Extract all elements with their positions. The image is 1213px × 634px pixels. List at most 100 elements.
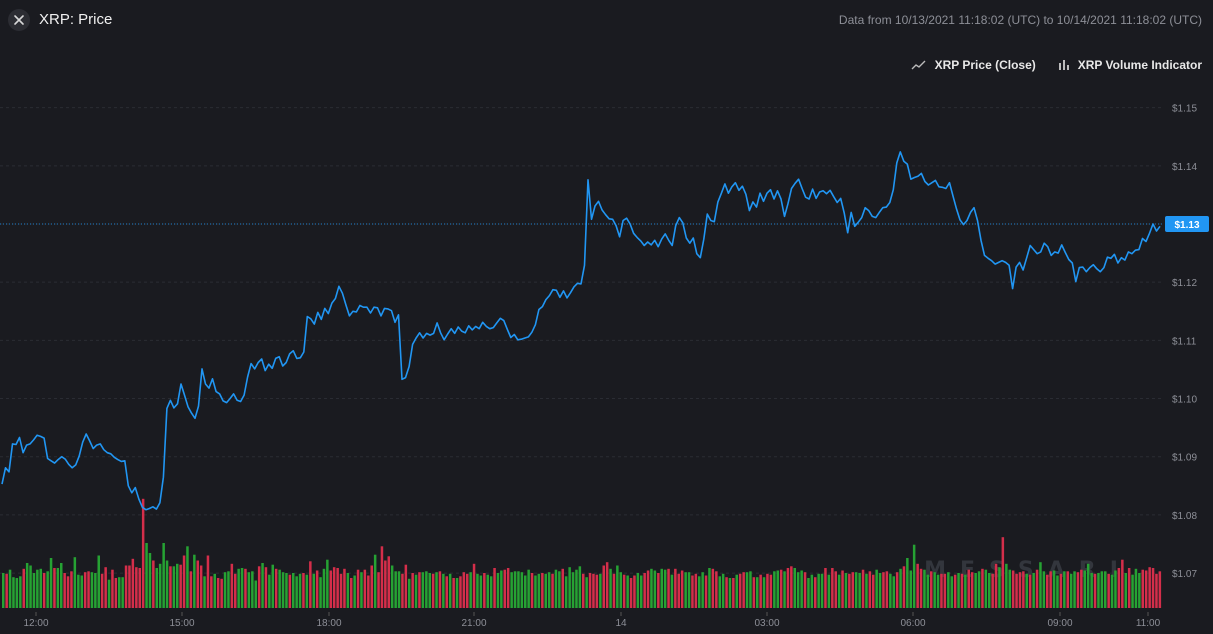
volume-bar	[783, 571, 786, 608]
volume-bar	[29, 565, 32, 608]
volume-bar	[895, 572, 899, 608]
legend-item-volume[interactable]: XRP Volume Indicator	[1058, 58, 1202, 72]
volume-bar	[704, 575, 708, 608]
volume-bar	[622, 574, 626, 608]
volume-bar	[182, 555, 186, 608]
volume-bar	[401, 573, 404, 608]
volume-bar	[435, 572, 438, 608]
volume-bar	[919, 568, 923, 608]
volume-bar	[114, 578, 118, 608]
volume-bar	[189, 571, 193, 608]
line-chart-icon	[911, 60, 926, 70]
volume-bar	[421, 572, 425, 608]
volume-bar	[547, 572, 551, 608]
volume-bar	[1107, 573, 1110, 608]
volume-bar	[827, 574, 831, 608]
volume-bar	[1025, 573, 1028, 608]
volume-bar	[476, 573, 479, 608]
volume-bar	[247, 572, 251, 608]
volume-bar	[1097, 573, 1100, 608]
volume-bar	[646, 570, 650, 608]
volume-bar	[786, 568, 790, 608]
volume-bar	[230, 563, 234, 608]
volume-bar	[1066, 571, 1069, 608]
volume-bar	[63, 573, 66, 608]
volume-bar	[745, 572, 749, 608]
volume-bar	[851, 572, 854, 608]
x-tick-label: 09:00	[1047, 618, 1072, 629]
volume-bar	[131, 558, 135, 608]
price-line	[1, 151, 1161, 511]
volume-bar	[1022, 571, 1025, 608]
volume-bar	[1086, 563, 1090, 608]
volume-bar	[244, 568, 247, 608]
current-price-label: $1.13	[1174, 220, 1199, 231]
volume-bar	[1046, 574, 1049, 608]
bar-chart-icon	[1058, 60, 1069, 70]
volume-bar	[292, 573, 295, 608]
volume-bar	[251, 571, 254, 608]
date-range-label: Data from 10/13/2021 11:18:02 (UTC) to 1…	[838, 13, 1202, 27]
volume-bar	[1005, 563, 1008, 608]
volume-bar	[169, 566, 172, 608]
volume-bar	[373, 554, 377, 608]
volume-bar	[670, 574, 674, 608]
volume-bar	[657, 573, 660, 608]
volume-bar	[524, 575, 527, 608]
volume-bar	[561, 568, 564, 608]
volume-bar	[397, 571, 401, 608]
volume-bar	[1158, 571, 1162, 608]
volume-bar	[387, 556, 390, 608]
volume-bar	[462, 572, 466, 608]
volume-bar	[179, 564, 182, 608]
volume-bar	[858, 573, 861, 608]
volume-bar	[875, 569, 878, 608]
volume-bar	[329, 570, 332, 608]
volume-bar	[558, 571, 561, 608]
x-tick-label: 14	[615, 618, 627, 629]
volume-bar	[118, 577, 121, 608]
volume-bar	[725, 577, 728, 608]
volume-bar	[909, 570, 912, 608]
volume-bar	[237, 568, 240, 608]
y-tick-label: $1.07	[1172, 569, 1197, 580]
volume-bar	[810, 574, 814, 608]
volume-bar	[541, 573, 544, 608]
volume-bar	[315, 570, 319, 608]
volume-bar	[506, 568, 510, 608]
volume-bar	[1018, 572, 1022, 608]
volume-bar	[353, 575, 356, 608]
volume-bar	[448, 573, 452, 608]
volume-bar	[162, 543, 165, 608]
volume-bar	[285, 573, 288, 608]
volume-bar	[428, 573, 431, 608]
volume-bar	[912, 544, 916, 608]
volume-bar	[8, 569, 12, 608]
volume-bar	[234, 573, 237, 608]
volume-bar	[1032, 573, 1035, 608]
volume-bar	[216, 578, 220, 608]
volume-bar	[994, 563, 998, 608]
volume-bar	[288, 574, 292, 608]
volume-bar	[544, 573, 547, 608]
volume-bar	[663, 569, 667, 608]
volume-bar	[837, 574, 841, 608]
volume-bar	[687, 572, 691, 608]
volume-bar	[554, 569, 558, 608]
volume-bar	[899, 568, 902, 608]
volume-bar	[803, 572, 807, 608]
volume-bar	[1093, 573, 1097, 608]
close-icon[interactable]	[8, 9, 30, 31]
volume-bar	[1015, 573, 1018, 608]
volume-bar	[643, 573, 646, 608]
volume-bar	[278, 569, 281, 608]
volume-bar	[210, 576, 213, 608]
volume-bar	[240, 568, 244, 608]
volume-bar	[1127, 568, 1131, 608]
volume-bar	[1144, 570, 1148, 608]
volume-bar	[759, 574, 762, 608]
volume-bar	[411, 573, 414, 608]
legend-item-price[interactable]: XRP Price (Close)	[911, 58, 1036, 72]
volume-bar	[732, 578, 735, 608]
